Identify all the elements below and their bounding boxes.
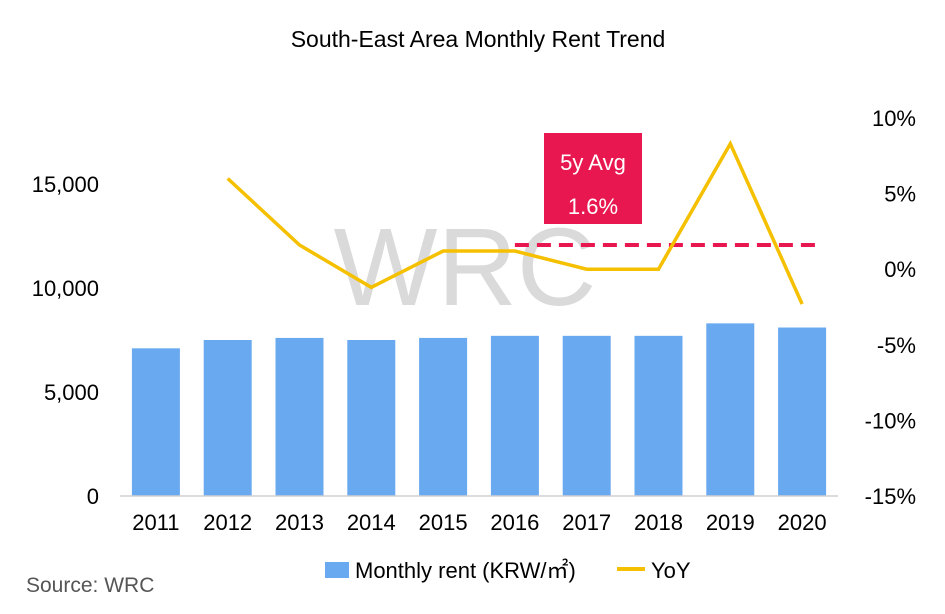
bar-2013 bbox=[275, 337, 324, 496]
legend-swatch-monthly-rent bbox=[325, 562, 349, 578]
bar-2019 bbox=[706, 323, 755, 496]
x-tick-label-2019: 2019 bbox=[706, 510, 755, 535]
x-tick-label-2017: 2017 bbox=[562, 510, 611, 535]
bar-2014 bbox=[347, 340, 396, 496]
bar-2012 bbox=[203, 340, 252, 496]
x-tick-label-2013: 2013 bbox=[275, 510, 324, 535]
x-tick-label-2014: 2014 bbox=[347, 510, 396, 535]
five-year-average-value: 1.6% bbox=[568, 194, 618, 219]
y-right-tick-label: -5% bbox=[877, 333, 916, 358]
five-year-average-label: 5y Avg bbox=[560, 150, 626, 175]
y-right-tick-label: -10% bbox=[865, 408, 916, 433]
x-tick-label-2011: 2011 bbox=[132, 510, 179, 535]
series-line-yoy bbox=[226, 139, 804, 305]
y-left-tick-label: 5,000 bbox=[44, 380, 99, 405]
bar-2011 bbox=[131, 348, 180, 496]
y-left-tick-label: 0 bbox=[87, 484, 99, 509]
bar-2020 bbox=[778, 327, 827, 496]
x-tick-label-2018: 2018 bbox=[634, 510, 683, 535]
bar-2015 bbox=[419, 337, 468, 496]
y-right-tick-label: 0% bbox=[884, 257, 916, 282]
bar-2017 bbox=[562, 335, 611, 496]
x-tick-label-2012: 2012 bbox=[203, 510, 252, 535]
y-right-tick-label: 5% bbox=[884, 182, 916, 207]
legend: Monthly rent (KRW/㎡) YoY bbox=[325, 558, 691, 583]
chart-title: South-East Area Monthly Rent Trend bbox=[291, 26, 666, 52]
y-left-tick-label: 15,000 bbox=[32, 172, 99, 197]
x-tick-label-2015: 2015 bbox=[419, 510, 468, 535]
y-right-tick-label: -15% bbox=[865, 484, 916, 509]
x-tick-label-2016: 2016 bbox=[490, 510, 539, 535]
five-year-average-box bbox=[544, 133, 642, 224]
legend-label-yoy: YoY bbox=[651, 558, 691, 583]
legend-label-monthly-rent: Monthly rent (KRW/㎡) bbox=[355, 558, 576, 583]
watermark: WRC bbox=[334, 206, 597, 329]
x-tick-label-2020: 2020 bbox=[778, 510, 827, 535]
y-left-tick-label: 10,000 bbox=[32, 276, 99, 301]
source-note: Source: WRC bbox=[26, 574, 155, 597]
y-right-tick-label: 10% bbox=[872, 106, 916, 131]
bar-2016 bbox=[490, 335, 539, 496]
five-year-average-callout: 5y Avg 1.6% bbox=[544, 133, 642, 224]
bar-2018 bbox=[634, 335, 683, 496]
